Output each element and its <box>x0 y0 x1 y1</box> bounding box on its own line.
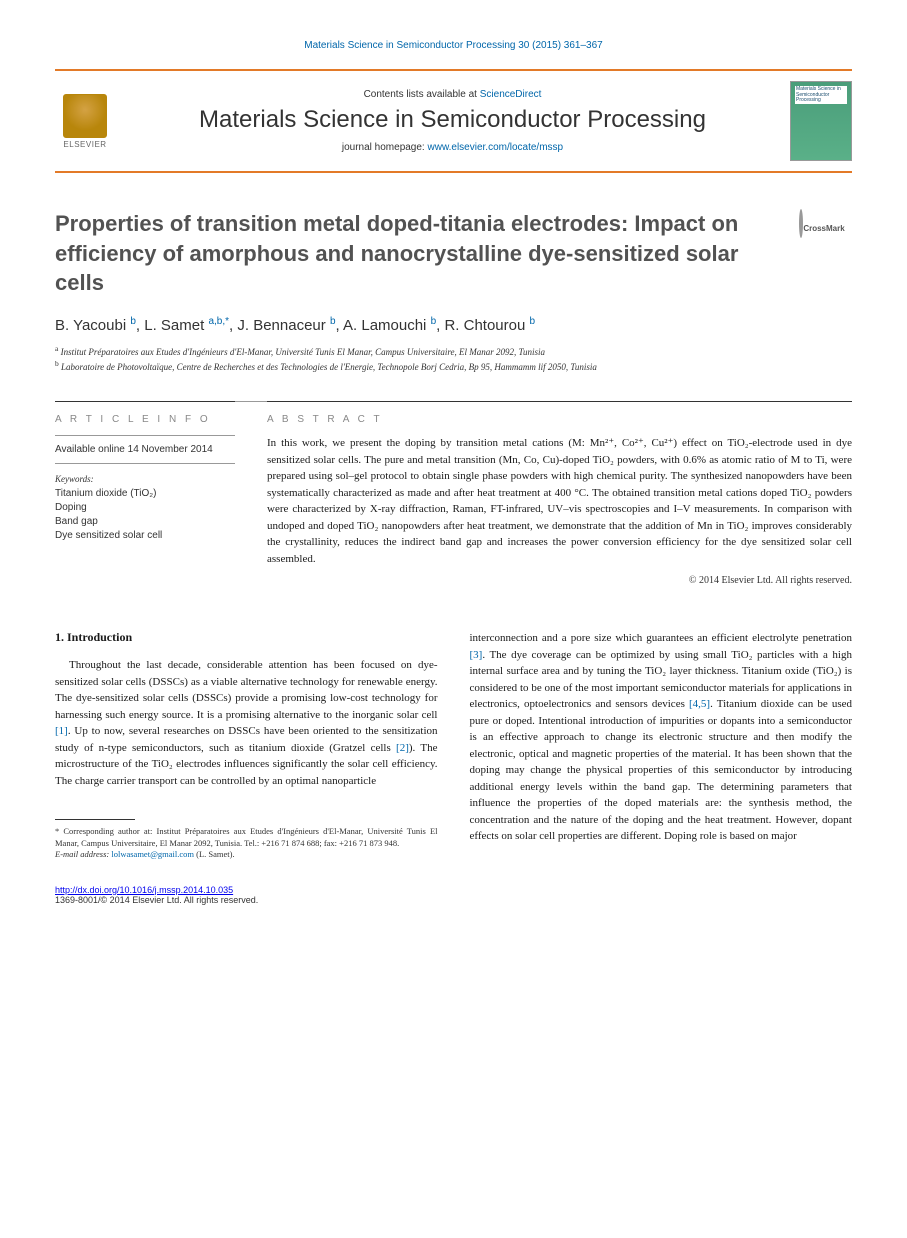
affiliations: a Institut Préparatoires aux Etudes d'In… <box>55 344 852 373</box>
keyword: Titanium dioxide (TiO₂) <box>55 487 235 501</box>
crossmark-label: CrossMark <box>803 224 844 233</box>
body-column-left: 1. Introduction Throughout the last deca… <box>55 630 438 860</box>
corresponding-author-footnote: * Corresponding author at: Institut Prép… <box>55 826 438 860</box>
citation-line: Materials Science in Semiconductor Proce… <box>55 40 852 51</box>
article-info-heading: A R T I C L E I N F O <box>55 402 235 435</box>
homepage-link[interactable]: www.elsevier.com/locate/mssp <box>428 142 564 153</box>
abstract-text: In this work, we present the doping by t… <box>267 435 852 567</box>
doi-link[interactable]: http://dx.doi.org/10.1016/j.mssp.2014.10… <box>55 885 233 895</box>
elsevier-label: ELSEVIER <box>63 140 106 149</box>
keyword: Dye sensitized solar cell <box>55 529 235 543</box>
copyright-line: © 2014 Elsevier Ltd. All rights reserved… <box>267 575 852 586</box>
journal-cover-thumbnail: Materials Science in Semiconductor Proce… <box>790 81 852 161</box>
article-info-block: A R T I C L E I N F O Available online 1… <box>55 401 235 586</box>
contents-available-line: Contents lists available at ScienceDirec… <box>131 89 774 100</box>
keywords-label: Keywords: <box>55 474 235 484</box>
homepage-line: journal homepage: www.elsevier.com/locat… <box>131 142 774 153</box>
body-column-right: interconnection and a pore size which gu… <box>470 630 853 860</box>
available-online-date: Available online 14 November 2014 <box>55 444 235 455</box>
journal-banner: ELSEVIER Contents lists available at Sci… <box>55 69 852 173</box>
abstract-heading: A B S T R A C T <box>267 402 852 435</box>
keyword: Doping <box>55 501 235 515</box>
abstract-block: A B S T R A C T In this work, we present… <box>267 401 852 586</box>
keyword: Band gap <box>55 515 235 529</box>
intro-paragraph: Throughout the last decade, considerable… <box>55 657 438 789</box>
crossmark-icon <box>799 209 803 238</box>
article-title: Properties of transition metal doped-tit… <box>55 209 852 298</box>
email-link[interactable]: lolwasamet@gmail.com <box>111 849 194 859</box>
page-footer: http://dx.doi.org/10.1016/j.mssp.2014.10… <box>55 885 852 905</box>
journal-name: Materials Science in Semiconductor Proce… <box>131 106 774 134</box>
elsevier-logo: ELSEVIER <box>55 86 115 156</box>
sciencedirect-link[interactable]: ScienceDirect <box>480 89 542 100</box>
section-heading-introduction: 1. Introduction <box>55 630 438 645</box>
crossmark-badge[interactable]: CrossMark <box>792 209 852 257</box>
authors-line: B. Yacoubi b, L. Samet a,b,*, J. Bennace… <box>55 316 852 334</box>
intro-paragraph-continued: interconnection and a pore size which gu… <box>470 630 853 845</box>
issn-line: 1369-8001/© 2014 Elsevier Ltd. All right… <box>55 895 258 905</box>
elsevier-tree-icon <box>63 94 107 138</box>
